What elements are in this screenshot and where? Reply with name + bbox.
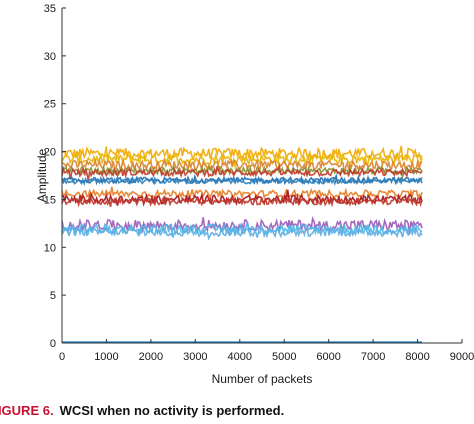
series-line	[61, 158, 423, 175]
axes	[61, 8, 462, 344]
x-tick-label: 0	[59, 351, 65, 363]
series-line	[61, 193, 423, 208]
y-tick-label: 15	[44, 194, 56, 206]
chart: 0 1000 2000 3000 4000 5000 6000 7000 8000 9000 0 5…	[35, 3, 474, 386]
y-tick-label: 30	[44, 51, 56, 63]
caption-text: WCSI when no activity is performed.	[59, 403, 285, 418]
figure-caption: FIGURE 6. WCSI when no activity is perfor…	[0, 403, 284, 418]
x-tick-label: 6000	[316, 351, 340, 363]
x-tick-label: 3000	[183, 351, 207, 363]
x-tick-label: 8000	[405, 351, 429, 363]
figure-label: FIGURE 6.	[0, 403, 54, 418]
y-tick-label: 10	[44, 242, 56, 254]
x-tick-label: 9000	[450, 351, 474, 363]
y-ticks: 0 5 10 15 20 25 30 35	[44, 3, 66, 350]
y-tick-label: 20	[44, 147, 56, 159]
series-layer	[61, 145, 423, 343]
y-tick-label: 35	[44, 3, 56, 15]
x-tick-label: 4000	[228, 351, 252, 363]
y-tick-label: 25	[44, 99, 56, 111]
x-tick-label: 7000	[361, 351, 385, 363]
series-line	[61, 164, 423, 181]
x-ticks: 0 1000 2000 3000 4000 5000 6000 7000 8000 9000	[59, 339, 474, 363]
series-line	[61, 146, 423, 169]
series-line	[61, 186, 423, 201]
series-line	[61, 224, 423, 241]
x-tick-label: 5000	[272, 351, 296, 363]
y-tick-label: 5	[50, 290, 56, 302]
x-axis-label: Number of packets	[212, 372, 313, 386]
y-tick-label: 0	[50, 338, 56, 350]
series-line	[61, 176, 423, 187]
y-axis-label: Amplitude	[35, 149, 49, 203]
series-line	[61, 145, 423, 163]
x-tick-label: 2000	[139, 351, 163, 363]
x-tick-label: 1000	[94, 351, 118, 363]
